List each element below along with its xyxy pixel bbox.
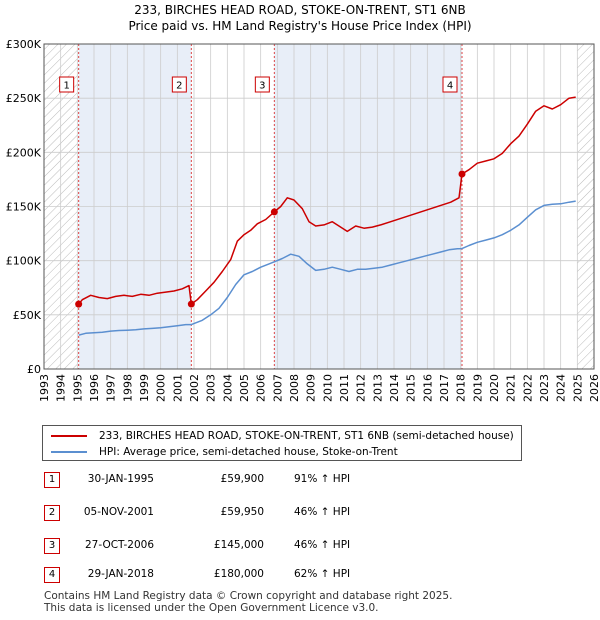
x-tick-label: 2015 (405, 374, 418, 402)
x-tick-label: 2017 (438, 374, 451, 402)
x-tick-label: 2000 (155, 374, 168, 402)
legend-label-property: 233, BIRCHES HEAD ROAD, STOKE-ON-TRENT, … (99, 430, 514, 442)
x-tick-label: 2003 (205, 374, 218, 402)
plot-frame (43, 43, 595, 370)
sale-date: 29-JAN-2018 (87, 568, 154, 580)
x-tick-label: 1995 (71, 374, 84, 402)
sale-number-badge: 4 (44, 567, 60, 583)
sale-row: 2 05-NOV-2001 £59,950 46% ↑ HPI (44, 505, 404, 523)
legend-swatch-hpi (51, 451, 87, 453)
sale-hpi-change: 46% ↑ HPI (294, 539, 351, 551)
x-tick-label: 2012 (355, 374, 368, 402)
chart-title-line1: 233, BIRCHES HEAD ROAD, STOKE-ON-TRENT, … (134, 3, 466, 17)
y-tick-label: £100K (6, 255, 42, 268)
x-tick-label: 2002 (188, 374, 201, 402)
legend-item-hpi: HPI: Average price, semi-detached house,… (51, 444, 398, 460)
sale-point (75, 300, 83, 308)
sale-row: 3 27-OCT-2006 £145,000 46% ↑ HPI (44, 538, 404, 556)
x-tick-label: 2007 (271, 374, 284, 402)
x-tick-label: 2013 (371, 374, 384, 402)
legend-label-hpi: HPI: Average price, semi-detached house,… (99, 446, 398, 458)
x-tick-label: 2025 (571, 374, 584, 402)
x-tick-label: 2006 (255, 374, 268, 402)
x-tick-label: 2023 (538, 374, 551, 402)
x-tick-label: 2026 (588, 374, 600, 402)
sale-label-number: 1 (63, 81, 69, 92)
x-tick-label: 1999 (138, 374, 151, 402)
x-tick-label: 2004 (221, 374, 234, 402)
hpi-line (78, 200, 576, 336)
sale-price: £59,950 (220, 506, 264, 518)
sale-number-badge: 3 (44, 538, 60, 554)
sale-label-box (254, 76, 270, 93)
sale-label-number: 3 (259, 81, 265, 92)
sale-price: £145,000 (213, 539, 264, 551)
sale-label-number: 2 (176, 81, 182, 92)
sale-date: 27-OCT-2006 (85, 539, 154, 551)
x-tick-label: 2016 (421, 374, 434, 402)
sale-number-badge: 2 (44, 505, 60, 521)
legend-item-property: 233, BIRCHES HEAD ROAD, STOKE-ON-TRENT, … (51, 428, 514, 444)
sale-label-box (442, 76, 458, 93)
x-tick-label: 2008 (288, 374, 301, 402)
sale-hpi-change: 91% ↑ HPI (294, 473, 351, 485)
x-tick-label: 2021 (505, 374, 518, 402)
x-tick-label: 1998 (121, 374, 134, 402)
x-tick-label: 1997 (105, 374, 118, 402)
sale-number-badge: 1 (44, 472, 60, 488)
x-tick-label: 2020 (488, 374, 501, 402)
sale-row: 4 29-JAN-2018 £180,000 62% ↑ HPI (44, 567, 404, 585)
footer-copyright: Contains HM Land Registry data © Crown c… (44, 590, 453, 602)
x-tick-label: 2001 (171, 374, 184, 402)
sale-point (270, 208, 278, 216)
sale-price: £180,000 (213, 568, 264, 580)
x-tick-label: 2005 (238, 374, 251, 402)
sale-date: 30-JAN-1995 (87, 473, 154, 485)
x-tick-label: 2014 (388, 374, 401, 402)
sale-label-box (171, 76, 187, 93)
sale-label-number: 4 (447, 81, 453, 92)
x-tick-label: 2018 (455, 374, 468, 402)
x-tick-label: 1996 (88, 374, 101, 402)
property-price-line (78, 96, 576, 305)
x-tick-label: 1994 (55, 374, 68, 402)
chart-title: 233, BIRCHES HEAD ROAD, STOKE-ON-TRENT, … (0, 2, 600, 34)
x-tick-label: 2022 (521, 374, 534, 402)
price-chart: 1 2 3 4 £0 £50K £100K £150K £200K £250K £300K 1993… (6, 38, 600, 402)
x-tick-label: 2024 (555, 374, 568, 402)
sale-date: 05-NOV-2001 (83, 506, 154, 518)
chart-title-line2: Price paid vs. HM Land Registry's House … (128, 19, 472, 33)
x-tick-label: 1993 (38, 374, 51, 402)
legend-swatch-property (51, 435, 87, 437)
x-tick-label: 2011 (338, 374, 351, 402)
footer-licence: This data is licensed under the Open Gov… (44, 602, 379, 614)
sale-hpi-change: 62% ↑ HPI (294, 568, 351, 580)
y-tick-label: £0 (27, 363, 41, 376)
legend: 233, BIRCHES HEAD ROAD, STOKE-ON-TRENT, … (42, 425, 522, 461)
y-tick-label: £150K (6, 201, 42, 214)
sale-row: 1 30-JAN-1995 £59,900 91% ↑ HPI (44, 472, 404, 490)
x-tick-label: 2019 (471, 374, 484, 402)
y-tick-label: £200K (6, 146, 42, 159)
y-tick-label: £250K (6, 92, 42, 105)
x-tick-label: 2009 (305, 374, 318, 402)
y-tick-label: £300K (6, 38, 42, 51)
sale-label-box (59, 76, 75, 93)
sale-point (458, 170, 466, 178)
sale-hpi-change: 46% ↑ HPI (294, 506, 351, 518)
x-tick-label: 2010 (321, 374, 334, 402)
sale-price: £59,900 (220, 473, 264, 485)
sale-point (187, 300, 195, 308)
footer: Contains HM Land Registry data © Crown c… (44, 590, 452, 614)
y-tick-label: £50K (13, 309, 42, 322)
